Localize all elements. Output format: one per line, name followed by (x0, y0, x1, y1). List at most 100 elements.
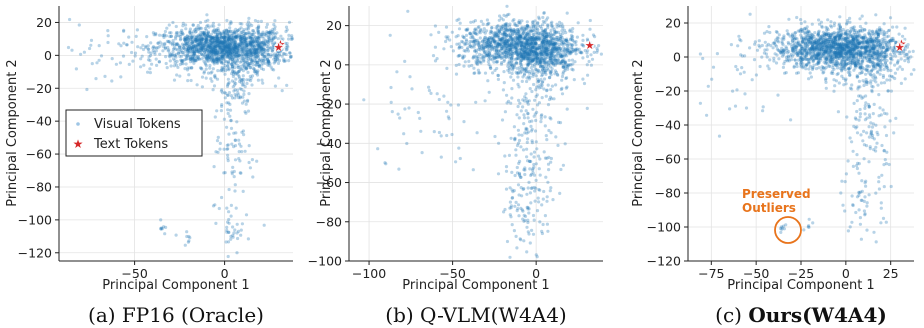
visual-token-point (222, 42, 226, 46)
visual-token-point (164, 55, 168, 59)
visual-token-point (236, 229, 241, 233)
visual-token-point (203, 40, 207, 44)
visual-token-point (179, 32, 183, 37)
visual-token-point (437, 130, 441, 135)
visual-token-point (239, 47, 243, 51)
legend-label-text: Text Tokens (93, 137, 168, 152)
visual-token-point (245, 27, 249, 31)
scatter-points-a: ★★ (66, 13, 295, 259)
visual-token-point (212, 24, 216, 28)
visual-token-point (193, 46, 197, 50)
visual-token-point (226, 40, 230, 44)
visual-token-point (200, 57, 204, 61)
visual-token-point (209, 35, 213, 39)
visual-token-point (223, 44, 227, 48)
visual-token-point (206, 30, 210, 34)
visual-token-point (817, 18, 821, 22)
visual-token-point (224, 44, 228, 48)
visual-token-point (177, 34, 181, 38)
visual-token-point (227, 132, 231, 136)
visual-token-point (248, 36, 252, 40)
visual-token-point (201, 30, 205, 34)
visual-token-point (405, 141, 409, 146)
visual-token-point (226, 59, 230, 64)
visual-token-point (450, 132, 454, 137)
visual-token-point (188, 30, 192, 35)
visual-token-point (874, 13, 878, 17)
visual-token-point (213, 43, 217, 47)
visual-token-point (251, 60, 255, 64)
visual-token-point (233, 60, 237, 64)
visual-token-point (214, 53, 219, 57)
visual-token-point (216, 29, 221, 33)
visual-token-point (195, 38, 199, 43)
visual-token-point (529, 152, 533, 156)
visual-token-point (224, 41, 228, 45)
visual-token-point (142, 63, 146, 67)
visual-token-point (561, 41, 565, 45)
legend-marker-text-star: ★ (73, 137, 84, 151)
visual-token-point (513, 173, 517, 178)
visual-token-point (544, 72, 548, 76)
visual-token-point (174, 233, 178, 237)
visual-token-point (502, 81, 506, 85)
visual-token-point (503, 110, 507, 114)
visual-token-point (467, 59, 471, 64)
visual-token-point (222, 117, 226, 121)
visual-token-point (242, 39, 247, 43)
visual-token-point (163, 47, 167, 51)
visual-token-point (213, 43, 217, 47)
x-axis-label-b: Principal Component 1 (402, 278, 549, 293)
visual-token-point (225, 28, 229, 32)
visual-token-point (253, 52, 257, 56)
visual-token-point (497, 18, 501, 22)
visual-token-point (106, 40, 110, 45)
visual-token-point (534, 67, 538, 72)
visual-token-point (238, 34, 242, 38)
visual-token-point (250, 60, 254, 64)
visual-token-point (473, 49, 477, 53)
visual-token-point (233, 44, 237, 48)
visual-token-point (175, 59, 179, 64)
visual-token-point (226, 38, 230, 42)
visual-token-point (205, 59, 209, 63)
visual-token-point (232, 49, 236, 53)
visual-token-point (228, 49, 233, 54)
visual-token-point (506, 68, 510, 72)
visual-token-point (219, 41, 223, 45)
visual-token-point (148, 71, 152, 75)
visual-token-point (219, 47, 223, 51)
visual-token-point (564, 86, 568, 90)
visual-token-point (250, 51, 254, 55)
visual-token-point (157, 60, 161, 64)
visual-token-point (590, 57, 595, 61)
visual-token-point (176, 65, 180, 69)
visual-token-point (232, 231, 236, 235)
visual-token-point (148, 58, 152, 63)
visual-token-point (187, 36, 191, 40)
visual-token-point (517, 85, 521, 89)
visual-token-point (218, 141, 222, 145)
visual-token-point (285, 44, 289, 48)
visual-token-point (174, 24, 178, 29)
visual-token-point (200, 40, 204, 44)
visual-token-point (526, 54, 531, 59)
visual-token-point (228, 43, 233, 47)
visual-token-point (218, 41, 223, 45)
visual-token-point (549, 39, 553, 43)
visual-token-point (226, 34, 230, 38)
visual-token-point (190, 66, 194, 70)
visual-token-point (524, 126, 528, 130)
visual-token-point (210, 36, 214, 40)
visual-token-point (519, 206, 523, 210)
visual-token-point (195, 47, 199, 52)
visual-token-point (548, 95, 553, 99)
visual-token-point (220, 67, 224, 71)
visual-token-point (505, 28, 510, 32)
visual-token-point (186, 47, 190, 51)
visual-token-point (477, 40, 481, 45)
visual-token-point (510, 170, 514, 174)
visual-token-point (521, 75, 525, 79)
visual-token-point (267, 53, 271, 57)
visual-token-point (235, 58, 239, 63)
